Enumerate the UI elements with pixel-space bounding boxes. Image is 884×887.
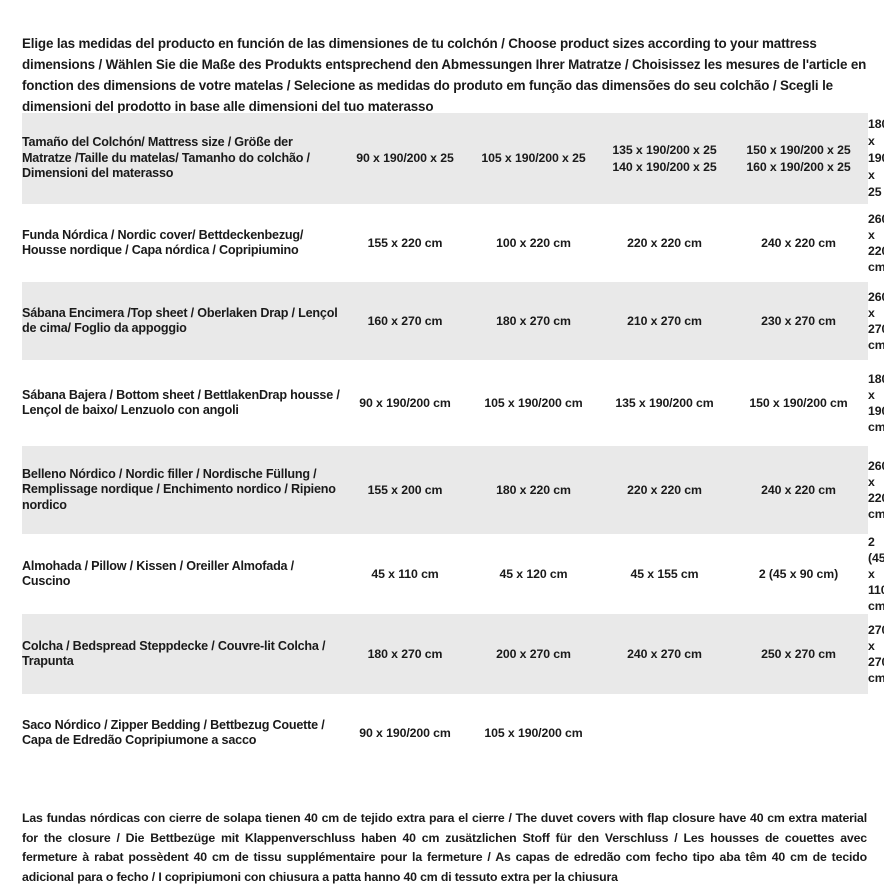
product-size-table: Tamaño del Colchón/ Mattress size / Größ… (22, 113, 884, 772)
row-value: 210 x 270 cm (600, 282, 729, 360)
row-value: 240 x 220 cm (729, 446, 868, 534)
row-label: Saco Nórdico / Zipper Bedding / Bettbezu… (22, 694, 343, 772)
row-value: 180 x 270 cm (343, 614, 467, 694)
header-col-3: 135 x 190/200 x 25 140 x 190/200 x 25 (600, 113, 729, 204)
header-col-2: 105 x 190/200 x 25 (467, 113, 600, 204)
row-value: 105 x 190/200 cm (467, 360, 600, 446)
header-col-1: 90 x 190/200 x 25 (343, 113, 467, 204)
row-value: 90 x 190/200 cm (343, 694, 467, 772)
row-value: 100 x 220 cm (467, 204, 600, 282)
table-row: Colcha / Bedspread Steppdecke / Couvre-l… (22, 614, 884, 694)
row-value: 135 x 190/200 cm (600, 360, 729, 446)
row-label: Belleno Nórdico / Nordic filler / Nordis… (22, 446, 343, 534)
row-label: Sábana Bajera / Bottom sheet / Bettlaken… (22, 360, 343, 446)
row-value: 45 x 120 cm (467, 534, 600, 614)
row-label: Funda Nórdica / Nordic cover/ Bettdecken… (22, 204, 343, 282)
intro-paragraph: Elige las medidas del producto en funció… (22, 36, 867, 115)
row-value (600, 694, 729, 772)
table-row: Saco Nórdico / Zipper Bedding / Bettbezu… (22, 694, 868, 772)
row-value: 230 x 270 cm (729, 282, 868, 360)
row-value: 90 x 190/200 cm (343, 360, 467, 446)
row-value: 160 x 270 cm (343, 282, 467, 360)
row-value: 180 x 270 cm (467, 282, 600, 360)
table-row: Sábana Encimera /Top sheet / Oberlaken D… (22, 282, 884, 360)
row-value: 180 x 220 cm (467, 446, 600, 534)
row-value: 155 x 220 cm (343, 204, 467, 282)
header-label-cell: Tamaño del Colchón/ Mattress size / Größ… (22, 113, 343, 204)
footnote-paragraph: Las fundas nórdicas con cierre de solapa… (22, 811, 867, 884)
table-row: Almohada / Pillow / Kissen / Oreiller Al… (22, 534, 884, 614)
row-value: 250 x 270 cm (729, 614, 868, 694)
row-value: 220 x 220 cm (600, 204, 729, 282)
row-label: Sábana Encimera /Top sheet / Oberlaken D… (22, 282, 343, 360)
table-header-row: Tamaño del Colchón/ Mattress size / Größ… (22, 113, 884, 204)
row-value: 45 x 155 cm (600, 534, 729, 614)
row-value: 45 x 110 cm (343, 534, 467, 614)
row-label: Almohada / Pillow / Kissen / Oreiller Al… (22, 534, 343, 614)
table-row: Sábana Bajera / Bottom sheet / Bettlaken… (22, 360, 884, 446)
row-label: Colcha / Bedspread Steppdecke / Couvre-l… (22, 614, 343, 694)
header-col-4: 150 x 190/200 x 25 160 x 190/200 x 25 (729, 113, 868, 204)
row-value: 200 x 270 cm (467, 614, 600, 694)
table-row: Belleno Nórdico / Nordic filler / Nordis… (22, 446, 884, 534)
table-row: Funda Nórdica / Nordic cover/ Bettdecken… (22, 204, 884, 282)
row-value: 155 x 200 cm (343, 446, 467, 534)
row-value: 2 (45 x 90 cm) (729, 534, 868, 614)
row-value (729, 694, 868, 772)
row-value: 105 x 190/200 cm (467, 694, 600, 772)
size-table-container: Tamaño del Colchón/ Mattress size / Größ… (22, 113, 884, 772)
row-value: 240 x 220 cm (729, 204, 868, 282)
row-value: 220 x 220 cm (600, 446, 729, 534)
row-value: 150 x 190/200 cm (729, 360, 868, 446)
row-value: 240 x 270 cm (600, 614, 729, 694)
